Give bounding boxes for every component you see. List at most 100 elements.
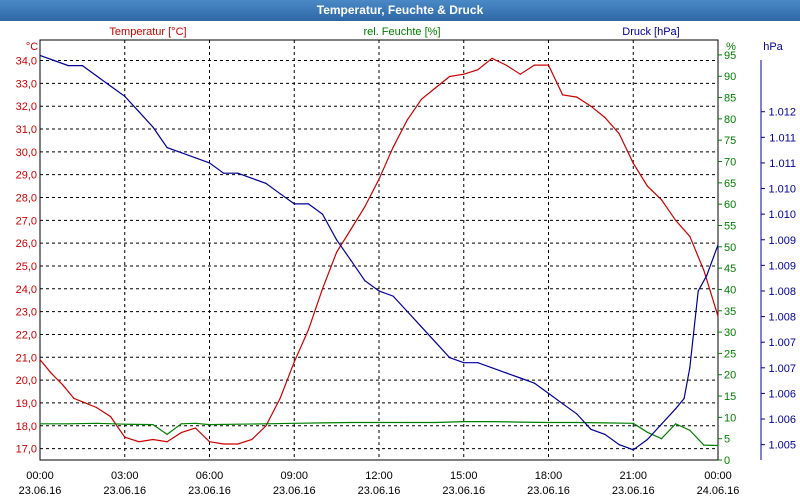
date-tick-label: 23.06.16 bbox=[103, 485, 146, 497]
humidity-point bbox=[237, 423, 239, 425]
humidity-point bbox=[519, 421, 521, 423]
pressure-point bbox=[434, 341, 437, 343]
temperature-tick-label: 31,0 bbox=[16, 124, 37, 136]
pressure-tick-label: 1.009 bbox=[768, 260, 796, 272]
temperature-point bbox=[519, 73, 521, 75]
pressure-point bbox=[293, 203, 295, 205]
humidity-point bbox=[463, 421, 465, 423]
pressure-point bbox=[618, 444, 620, 446]
temperature-point bbox=[604, 117, 606, 119]
temperature-tick-label: 18,0 bbox=[16, 421, 37, 433]
pressure-point bbox=[265, 182, 267, 184]
pressure-point bbox=[689, 367, 691, 369]
humidity-point bbox=[208, 424, 211, 426]
pressure-point bbox=[706, 275, 708, 277]
temperature-point bbox=[562, 94, 564, 96]
humidity-tick-label: 20 bbox=[724, 370, 736, 382]
temperature-point bbox=[590, 105, 592, 107]
humidity-tick-label: 95 bbox=[724, 50, 736, 62]
humidity-point bbox=[194, 422, 196, 424]
temperature-point bbox=[533, 64, 536, 66]
time-tick-label: 00:00 bbox=[26, 470, 54, 482]
pressure-point bbox=[251, 177, 253, 179]
pressure-ticks: 1.005 1.006 1.006 1.007 1.007 1.008 1.008 1.009… bbox=[761, 107, 796, 452]
temperature-point bbox=[660, 199, 663, 201]
humidity-point bbox=[293, 422, 295, 424]
pressure-point bbox=[223, 172, 225, 174]
temperature-point bbox=[491, 57, 493, 59]
humidity-point bbox=[406, 421, 408, 424]
humidity-tick-label: 25 bbox=[724, 348, 736, 360]
pressure-point bbox=[675, 408, 677, 410]
temperature-point bbox=[180, 432, 182, 434]
temperature-point bbox=[279, 397, 281, 399]
humidity-tick-label: 55 bbox=[724, 220, 736, 232]
temperature-point bbox=[477, 69, 479, 71]
pressure-tick-label: 1.010 bbox=[768, 184, 796, 196]
temperature-tick-label: 20,0 bbox=[16, 375, 37, 387]
pressure-point bbox=[350, 259, 352, 261]
pressure-point bbox=[683, 397, 685, 400]
temperature-tick-label: 24,0 bbox=[16, 284, 37, 296]
humidity-axis-title: rel. Feuchte [%] bbox=[363, 26, 440, 38]
temperature-point bbox=[124, 436, 126, 438]
temperature-point bbox=[689, 235, 691, 237]
humidity-tick-label: 15 bbox=[724, 391, 736, 403]
humidity-tick-label: 45 bbox=[724, 263, 736, 275]
humidity-tick-label: 70 bbox=[724, 157, 736, 169]
time-tick-label: 00:00 bbox=[704, 470, 732, 482]
time-tick-label: 03:00 bbox=[111, 470, 139, 482]
humidity-point bbox=[632, 422, 634, 424]
pressure-tick-label: 1.010 bbox=[768, 209, 796, 221]
date-tick-label: 23.06.16 bbox=[527, 485, 570, 497]
pressure-point bbox=[604, 433, 606, 435]
pressure-point bbox=[519, 377, 521, 379]
pressure-point bbox=[336, 239, 338, 241]
pressure-point bbox=[406, 310, 408, 313]
humidity-tick-label: 30 bbox=[724, 327, 736, 339]
pressure-tick-label: 1.005 bbox=[768, 440, 796, 452]
pressure-point bbox=[39, 54, 41, 57]
pressure-tick-label: 1.012 bbox=[768, 107, 796, 119]
humidity-point bbox=[675, 423, 677, 425]
series-pressure bbox=[39, 54, 719, 451]
temperature-point bbox=[138, 441, 140, 443]
temperature-point bbox=[463, 73, 465, 75]
pressure-tick-label: 1.008 bbox=[768, 312, 796, 324]
temperature-line bbox=[39, 57, 719, 445]
temperature-point bbox=[73, 397, 75, 399]
pressure-point bbox=[463, 362, 465, 364]
humidity-tick-label: 0 bbox=[724, 455, 730, 467]
temperature-tick-label: 23,0 bbox=[16, 307, 37, 319]
series-humidity bbox=[39, 421, 719, 447]
humidity-point bbox=[180, 423, 182, 425]
time-tick-label: 21:00 bbox=[619, 470, 647, 482]
humidity-tick-label: 50 bbox=[724, 242, 736, 254]
pressure-point bbox=[307, 203, 309, 205]
humidity-point bbox=[660, 438, 663, 440]
humidity-tick-label: 80 bbox=[724, 114, 736, 126]
humidity-point bbox=[265, 423, 267, 425]
pressure-point bbox=[449, 357, 451, 359]
temperature-tick-label: 26,0 bbox=[16, 238, 37, 250]
pressure-tick-label: 1.011 bbox=[769, 158, 796, 170]
pressure-point bbox=[95, 75, 98, 77]
pressure-point bbox=[533, 382, 536, 384]
humidity-point bbox=[39, 423, 41, 425]
humidity-tick-label: 65 bbox=[724, 178, 736, 190]
humidity-point bbox=[434, 421, 437, 424]
temperature-tick-label: 27,0 bbox=[16, 215, 37, 227]
temperature-ticks: 17,0 18,0 19,0 20,0 21,0 22,0 23,0 24,0 25,0 26,0… bbox=[16, 56, 37, 456]
chart-title: Temperatur, Feuchte & Druck bbox=[0, 0, 800, 21]
temperature-point bbox=[717, 315, 719, 317]
pressure-point bbox=[505, 372, 507, 374]
humidity-point bbox=[576, 421, 578, 424]
temperature-point bbox=[321, 288, 324, 290]
pressure-point bbox=[208, 162, 211, 164]
humidity-tick-label: 5 bbox=[724, 434, 730, 446]
pressure-tick-label: 1.006 bbox=[768, 388, 796, 400]
humidity-point bbox=[717, 444, 719, 447]
pressure-point bbox=[717, 244, 719, 246]
data-series bbox=[39, 54, 719, 451]
temperature-tick-label: 33,0 bbox=[16, 78, 37, 90]
